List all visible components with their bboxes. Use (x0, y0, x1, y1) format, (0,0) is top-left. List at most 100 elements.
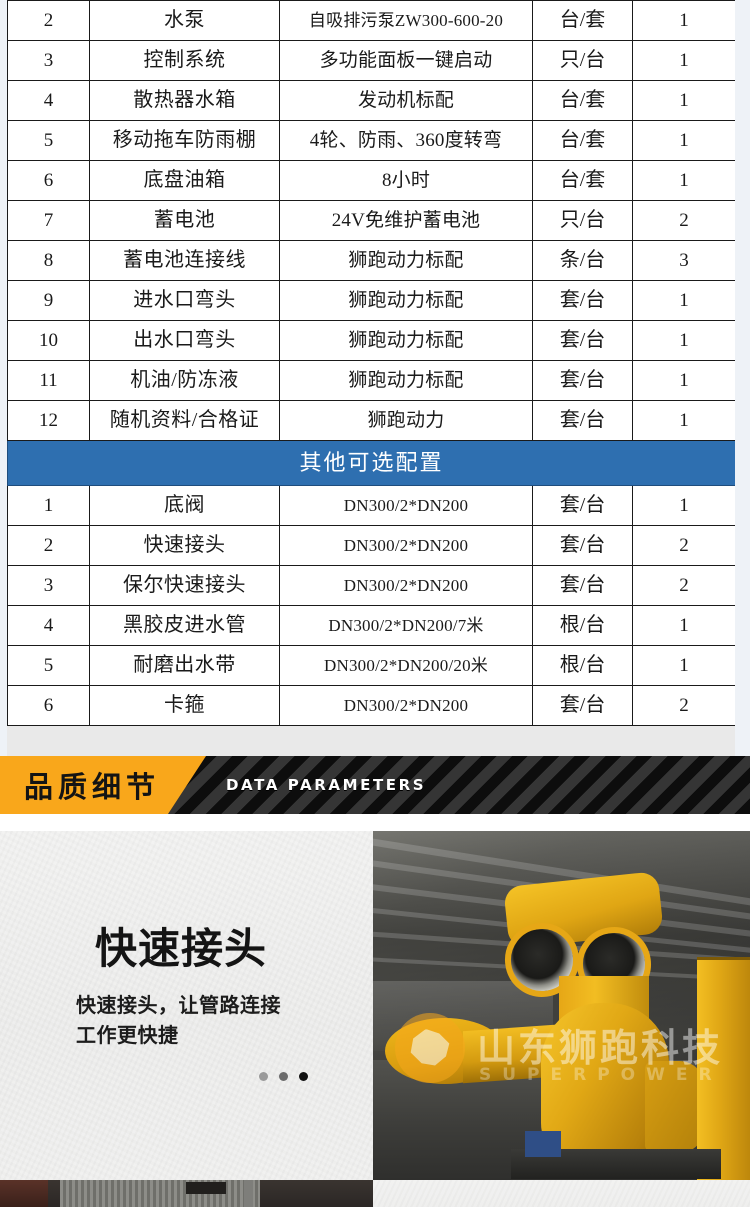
cell-no: 8 (7, 240, 90, 281)
table-row: 6 卡箍 DN300/2*DN200 套/台 2 (7, 685, 736, 726)
cell-name: 底盘油箱 (89, 160, 280, 201)
cell-qty: 1 (632, 485, 736, 526)
cell-no: 10 (7, 320, 90, 361)
cell-name: 进水口弯头 (89, 280, 280, 321)
cell-name: 耐磨出水带 (89, 645, 280, 686)
cell-name: 移动拖车防雨棚 (89, 120, 280, 161)
cell-spec: DN300/2*DN200 (279, 685, 533, 726)
cell-spec: DN300/2*DN200/20米 (279, 645, 533, 686)
cell-unit: 根/台 (532, 645, 633, 686)
cell-unit: 套/台 (532, 565, 633, 606)
cell-name: 底阀 (89, 485, 280, 526)
cell-spec: 狮跑动力标配 (279, 320, 533, 361)
cell-name: 卡箍 (89, 685, 280, 726)
cell-qty: 1 (632, 280, 736, 321)
cell-unit: 套/台 (532, 360, 633, 401)
cell-spec: DN300/2*DN200 (279, 565, 533, 606)
carousel-dot-1[interactable] (259, 1072, 268, 1081)
cell-no: 4 (7, 80, 90, 121)
cell-qty: 1 (632, 320, 736, 361)
cell-unit: 套/台 (532, 400, 633, 441)
cell-unit: 台/套 (532, 80, 633, 121)
cell-unit: 套/台 (532, 485, 633, 526)
cell-qty: 2 (632, 685, 736, 726)
cell-name: 控制系统 (89, 40, 280, 81)
cell-spec: 狮跑动力标配 (279, 240, 533, 281)
table-row: 5 移动拖车防雨棚 4轮、防雨、360度转弯 台/套 1 (7, 120, 736, 161)
cell-spec: 狮跑动力 (279, 400, 533, 441)
cell-name: 随机资料/合格证 (89, 400, 280, 441)
cell-spec: DN300/2*DN200/7米 (279, 605, 533, 646)
detail-title: 快速接头 (95, 924, 268, 973)
cell-no: 11 (7, 360, 90, 401)
table-bottom-spacer (0, 726, 750, 756)
cell-qty: 1 (632, 120, 736, 161)
cell-qty: 1 (632, 0, 736, 41)
cell-qty: 1 (632, 400, 736, 441)
cell-unit: 根/台 (532, 605, 633, 646)
next-section-preview (0, 1180, 750, 1207)
cell-name: 出水口弯头 (89, 320, 280, 361)
table-row: 3 保尔快速接头 DN300/2*DN200 套/台 2 (7, 565, 736, 606)
banner-tab: 品质细节 (0, 756, 206, 814)
carousel-dots[interactable] (259, 1072, 308, 1081)
cell-no: 2 (7, 525, 90, 566)
cell-unit: 条/台 (532, 240, 633, 281)
cell-unit: 只/台 (532, 40, 633, 81)
table-row: 6 底盘油箱 8小时 台/套 1 (7, 160, 736, 201)
cell-qty: 1 (632, 80, 736, 121)
cell-qty: 1 (632, 645, 736, 686)
cell-spec: 多功能面板一键启动 (279, 40, 533, 81)
table-section-header-label: 其他可选配置 (7, 440, 736, 486)
detail-description: 快速接头，让管路连接工作更快捷 (76, 993, 281, 1047)
table-row: 11 机油/防冻液 狮跑动力标配 套/台 1 (7, 360, 736, 401)
specification-table: 2 水泵 自吸排污泵ZW300-600-20 台/套 1 3 控制系统 多功能面板一键启动 只/… (7, 0, 736, 726)
cell-no: 6 (7, 160, 90, 201)
carousel-dot-2[interactable] (279, 1072, 288, 1081)
cell-no: 6 (7, 685, 90, 726)
cell-spec: 狮跑动力标配 (279, 360, 533, 401)
table-row: 9 进水口弯头 狮跑动力标配 套/台 1 (7, 280, 736, 321)
next-photo-left (0, 1180, 373, 1207)
carousel-dot-3-active[interactable] (299, 1072, 308, 1081)
table-row: 10 出水口弯头 狮跑动力标配 套/台 1 (7, 320, 736, 361)
cell-spec: DN300/2*DN200 (279, 525, 533, 566)
detail-text-panel: 快速接头 快速接头，让管路连接工作更快捷 (0, 831, 373, 1180)
cell-no: 7 (7, 200, 90, 241)
blue-equipment-box (525, 1131, 561, 1157)
cell-unit: 套/台 (532, 280, 633, 321)
cell-qty: 3 (632, 240, 736, 281)
cell-no: 9 (7, 280, 90, 321)
cell-no: 3 (7, 565, 90, 606)
cell-name: 保尔快速接头 (89, 565, 280, 606)
cell-spec: 狮跑动力标配 (279, 280, 533, 321)
cell-spec: 自吸排污泵ZW300-600-20 (279, 0, 533, 41)
pump-volute-side (645, 1061, 705, 1153)
section-banner: 品质细节 DATA PARAMETERS (0, 756, 750, 814)
cell-name: 蓄电池 (89, 200, 280, 241)
table-row: 4 黑胶皮进水管 DN300/2*DN200/7米 根/台 1 (7, 605, 736, 646)
table-row: 2 快速接头 DN300/2*DN200 套/台 2 (7, 525, 736, 566)
table-row: 7 蓄电池 24V免维护蓄电池 只/台 2 (7, 200, 736, 241)
cell-name: 快速接头 (89, 525, 280, 566)
cell-unit: 套/台 (532, 525, 633, 566)
table-row: 4 散热器水箱 发动机标配 台/套 1 (7, 80, 736, 121)
cell-unit: 只/台 (532, 200, 633, 241)
table-row: 5 耐磨出水带 DN300/2*DN200/20米 根/台 1 (7, 645, 736, 686)
table-row: 1 底阀 DN300/2*DN200 套/台 1 (7, 485, 736, 526)
cell-no: 4 (7, 605, 90, 646)
photo-fragment-wall (60, 1180, 260, 1207)
table-row: 3 控制系统 多功能面板一键启动 只/台 1 (7, 40, 736, 81)
cell-qty: 2 (632, 200, 736, 241)
cell-unit: 台/套 (532, 120, 633, 161)
photo-fragment-pole (244, 1180, 253, 1207)
detail-product-photo: 山东狮跑科技 SUPERPOWER (373, 831, 750, 1180)
cell-spec: 24V免维护蓄电池 (279, 200, 533, 241)
cell-no: 12 (7, 400, 90, 441)
cell-unit: 台/套 (532, 160, 633, 201)
control-cabinet (697, 957, 750, 1180)
cell-name: 黑胶皮进水管 (89, 605, 280, 646)
cell-qty: 2 (632, 565, 736, 606)
page-left-tint (0, 0, 7, 756)
cell-qty: 1 (632, 605, 736, 646)
